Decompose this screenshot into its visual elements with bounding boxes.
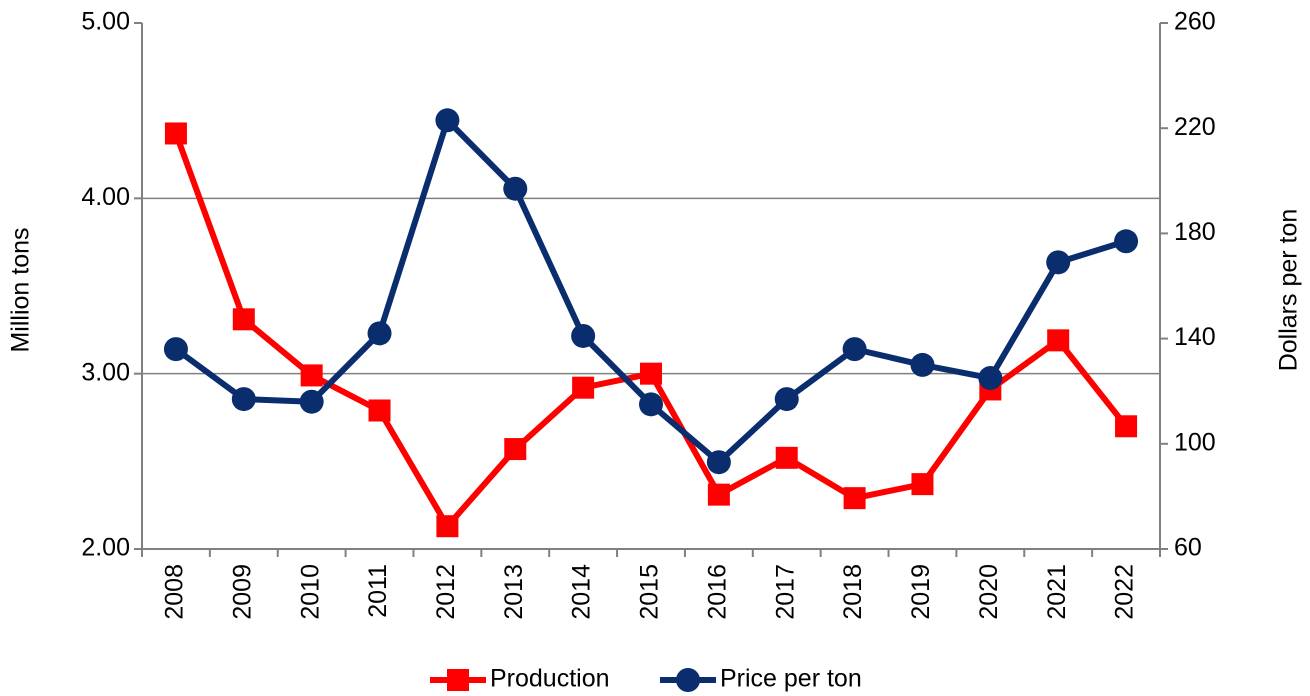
- marker: [640, 362, 662, 385]
- marker: [842, 337, 867, 362]
- x-tick-label: 2009: [228, 564, 256, 620]
- x-tick-label: 2020: [975, 564, 1003, 620]
- marker: [639, 392, 663, 417]
- marker: [232, 308, 255, 331]
- y2-tick-label: 100: [1174, 428, 1216, 456]
- x-tick-label: 2012: [432, 564, 460, 620]
- marker: [706, 450, 731, 475]
- y-tick-label: 4.00: [81, 183, 130, 211]
- legend-marker: [447, 669, 469, 691]
- marker: [774, 387, 799, 412]
- y2-tick-label: 180: [1174, 218, 1216, 246]
- x-tick-label: 2019: [907, 564, 935, 620]
- y2-tick-label: 260: [1174, 8, 1216, 36]
- x-tick-label: 2022: [1111, 564, 1139, 620]
- marker: [1046, 250, 1071, 275]
- y2-tick-label: 140: [1174, 323, 1216, 351]
- x-tick-label: 2021: [1043, 564, 1071, 620]
- x-tick-label: 2011: [364, 564, 392, 618]
- marker: [572, 376, 595, 399]
- y-tick-label: 2.00: [81, 534, 130, 562]
- line: [173, 132, 1129, 530]
- x-tick-label: 2013: [500, 564, 528, 620]
- x-tick-label: 2015: [636, 564, 664, 620]
- x-tick-label: 2016: [703, 564, 731, 620]
- y-axis-label: Million tons: [7, 227, 35, 352]
- marker: [707, 483, 730, 506]
- legend-label: Production: [490, 665, 610, 693]
- y2-axis-label: Dollars per ton: [1275, 209, 1303, 372]
- series: [164, 122, 1138, 538]
- marker: [231, 387, 256, 412]
- x-tick-label: 2008: [161, 564, 189, 620]
- marker: [163, 337, 188, 362]
- marker: [1114, 229, 1139, 254]
- marker: [436, 515, 459, 538]
- y2-tick-label: 220: [1174, 113, 1216, 141]
- x-tick-label: 2018: [839, 564, 867, 620]
- marker: [911, 473, 934, 496]
- marker: [435, 108, 460, 133]
- x-tick-label: 2014: [568, 564, 596, 620]
- legend-marker: [676, 668, 700, 692]
- series: [163, 108, 1139, 475]
- marker: [571, 323, 596, 348]
- marker: [910, 352, 935, 377]
- marker: [1115, 415, 1138, 438]
- marker: [368, 399, 391, 422]
- marker: [299, 389, 324, 414]
- marker: [504, 438, 527, 461]
- marker: [843, 487, 866, 510]
- marker: [1047, 329, 1070, 352]
- marker: [367, 321, 392, 346]
- marker: [300, 364, 323, 387]
- y2-tick-label: 60: [1174, 534, 1202, 562]
- x-tick-label: 2017: [771, 564, 799, 620]
- marker: [503, 176, 528, 201]
- y-tick-label: 3.00: [81, 358, 130, 386]
- x-tick-label: 2010: [296, 564, 324, 620]
- legend-label: Price per ton: [720, 665, 862, 693]
- marker: [775, 446, 798, 469]
- marker: [164, 122, 187, 145]
- y-tick-label: 5.00: [81, 8, 130, 36]
- marker: [978, 366, 1003, 391]
